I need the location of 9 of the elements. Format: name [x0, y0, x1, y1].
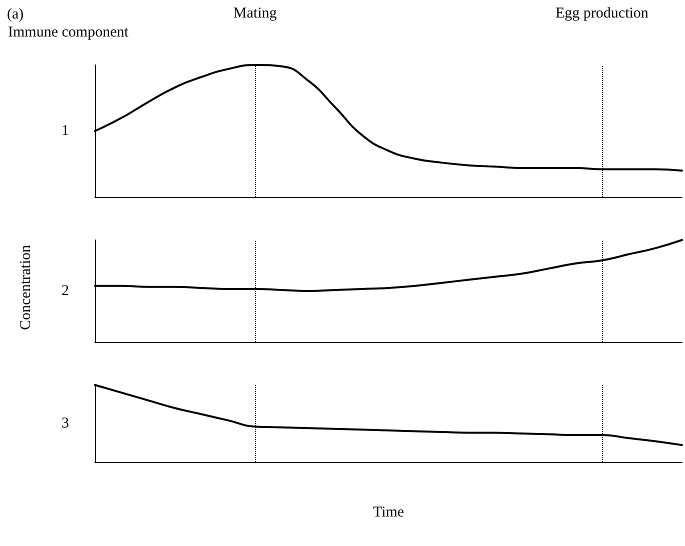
y-axis-title: 3	[62, 416, 69, 432]
x-axis-title: Time	[372, 504, 404, 520]
chart-title: (a)	[7, 6, 24, 22]
text: Mating	[233, 6, 278, 22]
y-axis-title: 1	[62, 123, 69, 139]
y-axis-title: 2	[62, 283, 69, 299]
text: Concentration	[18, 244, 34, 330]
text: Egg production	[556, 6, 649, 22]
text: Immune component	[8, 24, 130, 40]
